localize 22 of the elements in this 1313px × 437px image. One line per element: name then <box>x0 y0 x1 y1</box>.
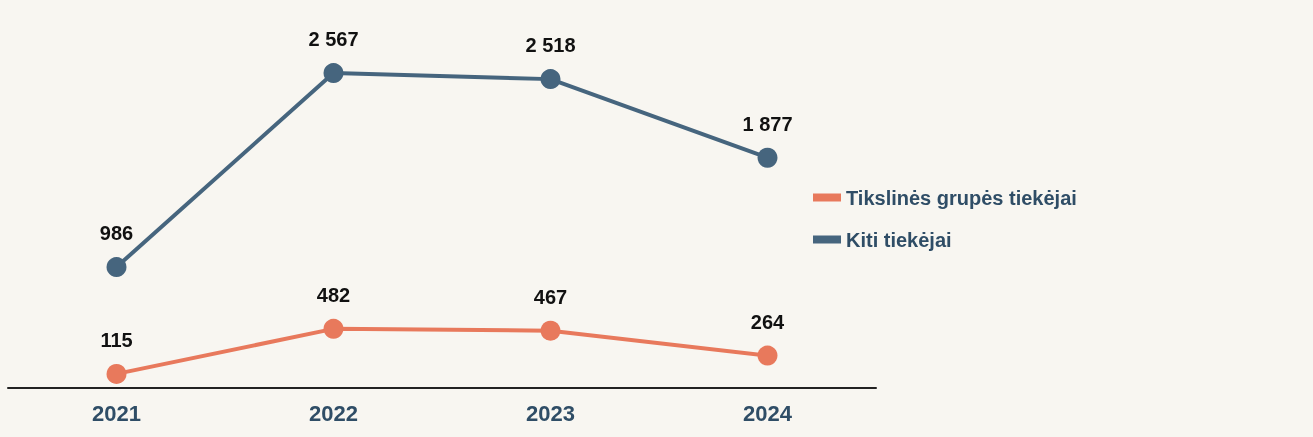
point <box>757 345 778 366</box>
x-tick-label: 2021 <box>92 400 141 426</box>
x-tick-label: 2023 <box>526 400 575 426</box>
legend-label: Kiti tiekėjai <box>846 228 952 251</box>
x-tick-label: 2024 <box>743 400 793 426</box>
point <box>106 363 127 384</box>
point <box>323 318 344 339</box>
point <box>540 69 561 90</box>
data-label: 2 567 <box>308 28 359 51</box>
data-label: 1 877 <box>742 112 793 135</box>
point <box>540 320 561 341</box>
x-tick-label: 2022 <box>309 400 358 426</box>
legend-label: Tikslinės grupės tiekėjai <box>846 186 1077 209</box>
data-label: 482 <box>316 283 351 306</box>
point <box>323 63 344 84</box>
data-label: 264 <box>750 310 786 333</box>
point <box>106 257 127 278</box>
data-label: 467 <box>533 285 568 308</box>
point <box>757 147 778 168</box>
data-label: 2 518 <box>525 34 576 57</box>
data-label: 986 <box>99 222 134 245</box>
data-label: 115 <box>100 328 133 351</box>
